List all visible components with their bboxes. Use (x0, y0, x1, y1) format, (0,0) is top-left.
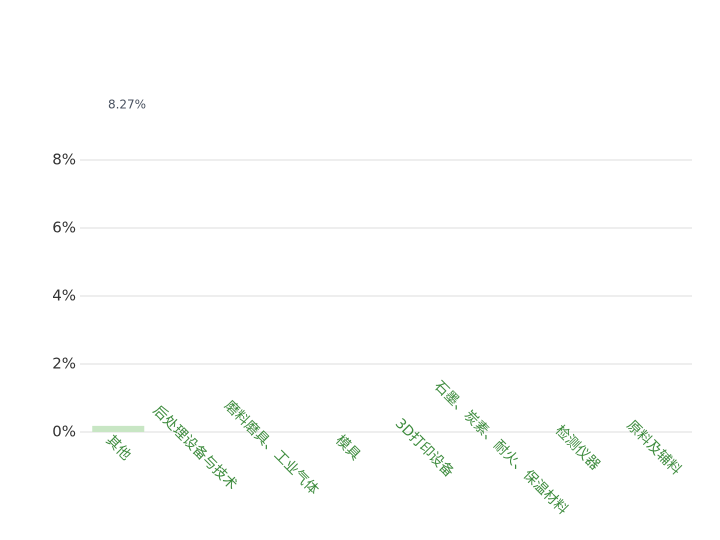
x-tick-label: 其他 (103, 432, 134, 463)
x-tick-label: 石墨、炭素、耐火、保温材料 (431, 378, 571, 518)
x-tick-label: 检测仪器 (552, 423, 603, 474)
x-tick-label: 原料及辅料 (623, 418, 684, 479)
x-tick-label: 后处理设备与技术 (149, 402, 240, 493)
y-tick-label: 4% (52, 287, 76, 305)
x-tick-label: 3D打印设备 (392, 415, 458, 481)
y-tick-label: 2% (52, 355, 76, 373)
annotation: 8.27% (108, 98, 146, 112)
y-tick-label: 8% (52, 151, 76, 169)
y-tick-label: 6% (52, 219, 76, 237)
bar (92, 425, 145, 432)
y-tick-label: 0% (52, 423, 76, 441)
x-tick-label: 模具 (332, 432, 363, 463)
